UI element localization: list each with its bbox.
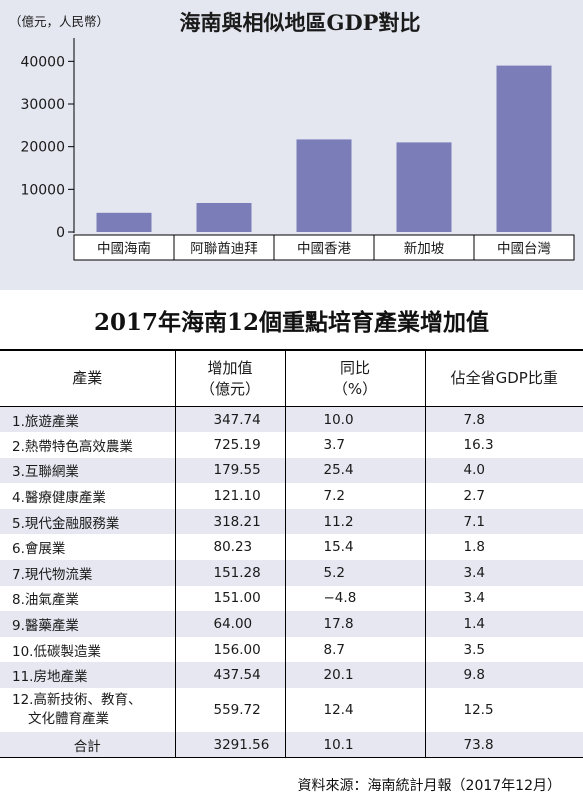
total-share-cell: 73.8 (424, 732, 583, 758)
industry-table: 產業 增加值 （億元） 同比 （%） 佔全省GDP比重 1.旅遊產業 347.74 10… (0, 349, 583, 758)
table-row: 1.旅遊產業 347.74 10.0 7.8 (0, 406, 583, 433)
yoy-cell: 20.1 (284, 662, 425, 689)
category-strip (73, 234, 575, 261)
bar (296, 139, 352, 232)
table-row: 5.現代金融服務業 318.21 11.2 7.1 (0, 508, 583, 535)
category-labels: 中國海南 阿聯酋迪拜 中國香港 新加坡 中國台灣 (73, 234, 575, 261)
yoy-cell: 3.7 (284, 432, 425, 458)
yoy-cell: 5.2 (284, 560, 425, 586)
y-axis: 0 10000 20000 30000 40000 (20, 38, 75, 241)
header-yoy: 同比 （%） (284, 350, 425, 407)
industry-cell: 7.現代物流業 (12, 566, 93, 583)
industry-cell: 8.油氣產業 (12, 592, 79, 609)
bar (96, 212, 152, 232)
value-cell: 64.00 (174, 611, 285, 637)
header-value: 增加值 （億元） (174, 350, 285, 407)
value-cell: 437.54 (174, 662, 285, 689)
industry-cell: 6.會展業 (12, 541, 66, 558)
yoy-cell: 11.2 (284, 508, 425, 535)
value-cell: 347.74 (174, 406, 285, 433)
unit-label: （億元，人民幣） (9, 14, 109, 29)
table-row: 11.房地產業 437.54 20.1 9.8 (0, 662, 583, 689)
share-cell: 9.8 (424, 662, 583, 689)
industry-cell: 4.醫療健康產業 (12, 490, 106, 507)
share-cell: 3.4 (424, 560, 583, 586)
yoy-cell: 25.4 (284, 457, 425, 484)
value-cell: 559.72 (174, 688, 285, 733)
value-cell: 179.55 (174, 457, 285, 484)
total-label-cell: 合計 (73, 738, 101, 755)
y-tick-label: 30000 (20, 97, 65, 113)
category-label: 阿聯酋迪拜 (190, 240, 258, 257)
value-cell: 121.10 (174, 483, 285, 509)
total-value-cell: 3291.56 (174, 732, 285, 758)
table-title: 2017年海南12個重點培育產業增加值 (93, 309, 490, 336)
share-cell: 1.8 (424, 534, 583, 561)
value-cell: 151.28 (174, 560, 285, 586)
y-tick-label: 40000 (20, 54, 65, 70)
share-cell: 3.5 (424, 636, 583, 663)
value-cell: 725.19 (174, 432, 285, 458)
bars (96, 65, 552, 232)
share-cell: 7.1 (424, 508, 583, 535)
y-tick-label: 10000 (20, 182, 65, 198)
industry-cell: 11.房地產業 (12, 669, 88, 686)
total-row: 合計 3291.56 10.1 73.8 (0, 732, 583, 758)
bar (396, 142, 452, 232)
value-cell: 80.23 (174, 534, 285, 561)
source-note: 資料來源：海南統計月報（2017年12月） (297, 778, 561, 794)
industry-cell: 9.醫藥產業 (12, 618, 79, 635)
category-label: 中國香港 (297, 241, 351, 257)
yoy-cell: −4.8 (284, 585, 425, 612)
bar (496, 65, 552, 232)
value-cell: 156.00 (174, 636, 285, 663)
y-tick-label: 20000 (20, 140, 65, 156)
yoy-cell: 10.0 (284, 406, 425, 433)
category-label: 中國台灣 (497, 241, 551, 257)
table-row: 8.油氣產業 151.00 −4.8 3.4 (0, 585, 583, 612)
industry-cell: 5.現代金融服務業 (12, 515, 120, 532)
header-industry: 產業 (72, 369, 103, 387)
header-share: 佔全省GDP比重 (424, 350, 583, 407)
bar (196, 202, 252, 232)
table-header-row: 產業 增加值 （億元） 同比 （%） 佔全省GDP比重 (0, 350, 583, 407)
share-cell: 3.4 (424, 585, 583, 612)
share-cell: 12.5 (424, 688, 583, 733)
yoy-cell: 8.7 (284, 636, 425, 663)
value-cell: 318.21 (174, 508, 285, 535)
table-row: 10.低碳製造業 156.00 8.7 3.5 (0, 636, 583, 663)
y-tick-label: 0 (56, 225, 65, 241)
share-cell: 7.8 (424, 406, 583, 433)
yoy-cell: 17.8 (284, 611, 425, 637)
table-row: 4.醫療健康產業 121.10 7.2 2.7 (0, 483, 583, 509)
share-cell: 1.4 (424, 611, 583, 637)
table-row: 7.現代物流業 151.28 5.2 3.4 (0, 560, 583, 586)
gdp-bar-chart: 海南與相似地區GDP對比 （億元，人民幣） 0 10000 20000 30000 40… (9, 10, 575, 261)
category-label: 中國海南 (97, 241, 151, 257)
industry-cell: 12.高新技術、教育、 文化體育產業 (12, 692, 142, 728)
table-row: 9.醫藥產業 64.00 17.8 1.4 (0, 611, 583, 637)
industry-cell: 2.熱帶特色高效農業 (12, 438, 133, 455)
table-row: 6.會展業 80.23 15.4 1.8 (0, 534, 583, 561)
share-cell: 2.7 (424, 483, 583, 509)
yoy-cell: 15.4 (284, 534, 425, 561)
category-label: 新加坡 (404, 241, 445, 257)
total-yoy-cell: 10.1 (284, 732, 425, 758)
yoy-cell: 7.2 (284, 483, 425, 509)
industry-cell: 10.低碳製造業 (12, 643, 101, 660)
share-cell: 4.0 (424, 457, 583, 484)
industry-cell: 1.旅遊產業 (12, 413, 79, 430)
table-row: 2.熱帶特色高效農業 725.19 3.7 16.3 (0, 432, 583, 458)
yoy-cell: 12.4 (284, 688, 425, 733)
share-cell: 16.3 (424, 432, 583, 458)
value-cell: 151.00 (174, 585, 285, 612)
table-row: 3.互聯網業 179.55 25.4 4.0 (0, 457, 583, 484)
industry-cell: 3.互聯網業 (12, 464, 79, 481)
chart-title: 海南與相似地區GDP對比 (180, 10, 421, 35)
table-row: 12.高新技術、教育、 文化體育產業 559.72 12.4 12.5 (0, 688, 583, 733)
